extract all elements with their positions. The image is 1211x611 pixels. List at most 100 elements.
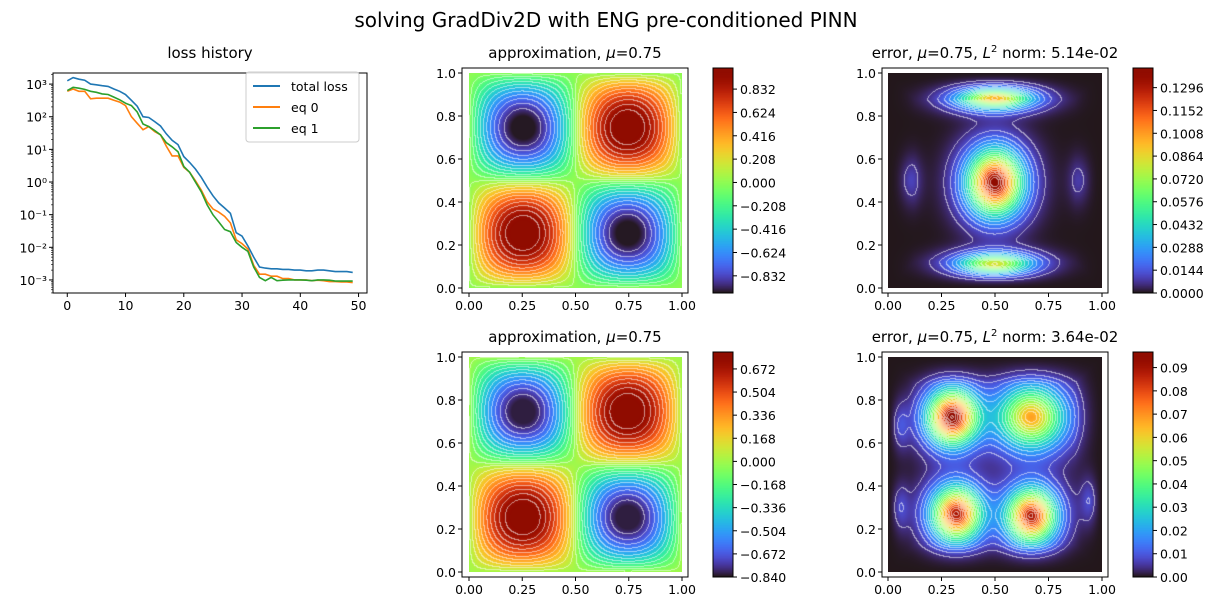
y-tick-label: 10²: [26, 110, 47, 125]
loss-axes-frame: [52, 72, 368, 294]
x-tick-label: 0.00: [455, 582, 483, 597]
y-tick-label: 10⁰: [26, 175, 47, 190]
colorbar-tick-label: 0.336: [740, 408, 776, 423]
y-tick-label: 0.4: [856, 195, 876, 210]
colorbar-approximation-top: [713, 68, 733, 293]
y-tick-label: 0.0: [436, 565, 456, 580]
colorbar-tick-label: 0.01: [1160, 547, 1188, 562]
error-top-title: error, μ=0.75, L2 norm: 5.14e-02: [872, 44, 1119, 62]
y-tick-label: 0.2: [856, 238, 876, 253]
error-bottom-title: error, μ=0.75, L2 norm: 3.64e-02: [872, 328, 1119, 346]
y-tick-label: 0.2: [436, 238, 456, 253]
loss-series-total-loss: [66, 76, 353, 274]
colorbar-tick-label: 0.0864: [1160, 149, 1204, 164]
y-tick-label: 0.6: [436, 152, 456, 167]
colorbar-tick-label: 0.416: [740, 129, 776, 144]
x-tick-label: 0.00: [874, 298, 902, 313]
heatmap-axes: 0.00 0.25 0.50 0.75 1.00 0.0 0.2 0.4 0.6 0.8 1.0 0.…: [436, 66, 1204, 597]
colorbar-tick-label: 0.05: [1160, 454, 1188, 469]
x-tick-label: 1.00: [668, 298, 696, 313]
heatmap-axes-frame: [881, 351, 1109, 578]
x-tick-label: 50: [351, 298, 367, 313]
x-tick-label: 20: [176, 298, 192, 313]
y-tick-label: 0.8: [856, 393, 876, 408]
x-tick-label: 0: [63, 298, 71, 313]
y-tick-label: 0.4: [856, 479, 876, 494]
y-tick-label: 10³: [26, 77, 47, 92]
colorbar-tick-label: −0.672: [740, 547, 786, 562]
x-tick-label: 0.00: [874, 582, 902, 597]
loss-series-eq-1: [66, 86, 353, 282]
legend-label-total-loss: total loss: [291, 79, 348, 94]
legend: total loss eq 0 eq 1: [245, 71, 360, 143]
colorbar-tick-label: 0.0720: [1160, 172, 1204, 187]
y-tick-label: 0.6: [436, 436, 456, 451]
x-tick-label: 0.25: [508, 298, 536, 313]
y-tick-label: 0.8: [436, 109, 456, 124]
heatmap-axes-frame: [461, 351, 689, 578]
colorbar-tick-label: −0.840: [740, 570, 786, 585]
x-tick-label: 0.50: [981, 582, 1009, 597]
x-tick-label: 0.75: [615, 298, 643, 313]
x-tick-label: 0.25: [508, 582, 536, 597]
colorbar-tick-label: 0.0432: [1160, 218, 1204, 233]
x-tick-label: 0.25: [928, 298, 956, 313]
colorbar-tick-label: 0.504: [740, 385, 776, 400]
y-tick-label: 10⁻¹: [19, 208, 47, 223]
colorbar-tick-label: 0.832: [740, 82, 776, 97]
colorbar-tick-label: 0.624: [740, 105, 776, 120]
heatmap-axes-frame: [881, 67, 1109, 294]
x-tick-label: 1.00: [1088, 298, 1116, 313]
y-tick-label: 0.0: [436, 281, 456, 296]
colorbar-tick-label: 0.08: [1160, 384, 1188, 399]
colorbar-tick-label: 0.0288: [1160, 240, 1204, 255]
approximation-bottom-title: approximation, μ=0.75: [488, 328, 661, 346]
x-tick-label: 0.50: [562, 582, 590, 597]
colorbar-tick-label: −0.168: [740, 478, 786, 493]
x-tick-label: 0.50: [562, 298, 590, 313]
y-tick-label: 1.0: [856, 350, 876, 365]
x-tick-label: 0.75: [615, 582, 643, 597]
error-heatmap-top: [888, 73, 1102, 288]
colorbar-tick-label: −0.832: [740, 269, 786, 284]
colorbar-tick-label: 0.000: [740, 454, 776, 469]
y-tick-label: 1.0: [436, 350, 456, 365]
colorbar-tick-label: −0.504: [740, 524, 786, 539]
y-tick-label: 1.0: [856, 66, 876, 81]
x-tick-label: 0.50: [981, 298, 1009, 313]
y-tick-label: 0.6: [856, 152, 876, 167]
x-tick-label: 30: [234, 298, 250, 313]
y-tick-label: 0.0: [856, 565, 876, 580]
error-heatmap-bottom: [888, 357, 1102, 572]
colorbar-tick-label: 0.00: [1160, 570, 1188, 585]
colorbar-tick-label: 0.04: [1160, 477, 1188, 492]
approximation-heatmap-top: [469, 73, 682, 288]
y-tick-label: 0.4: [436, 195, 456, 210]
colorbar-frame: [1132, 351, 1154, 578]
colorbar-tick-label: −0.624: [740, 245, 786, 260]
colorbar-frame: [712, 67, 734, 294]
x-tick-label: 40: [292, 298, 308, 313]
figure-title: solving GradDiv2D with ENG pre-condition…: [354, 8, 857, 32]
approximation-heatmap-bottom: [469, 357, 682, 572]
y-tick-label: 10⁻²: [19, 240, 47, 255]
colorbar-tick-label: 0.1008: [1160, 126, 1204, 141]
legend-frame: [245, 71, 360, 143]
y-tick-label: 0.4: [436, 479, 456, 494]
colorbar-tick-label: 0.1296: [1160, 81, 1204, 96]
loss-plot: 0 10 20 30 40 50 10⁻³ 10⁻² 10⁻¹ 10⁰ 10¹ 10² 10³: [19, 72, 368, 313]
y-tick-label: 0.8: [436, 393, 456, 408]
colorbar-tick-label: 0.02: [1160, 523, 1188, 538]
y-tick-label: 0.2: [436, 522, 456, 537]
legend-label-eq1: eq 1: [291, 121, 319, 136]
x-tick-label: 1.00: [668, 582, 696, 597]
colorbar-tick-label: 0.672: [740, 362, 776, 377]
colorbar-frame: [1132, 67, 1154, 294]
x-tick-label: 1.00: [1088, 582, 1116, 597]
approximation-top-title: approximation, μ=0.75: [488, 44, 661, 62]
x-tick-label: 0.75: [1035, 582, 1063, 597]
colorbar-tick-label: −0.416: [740, 222, 786, 237]
colorbar-tick-label: 0.208: [740, 152, 776, 167]
